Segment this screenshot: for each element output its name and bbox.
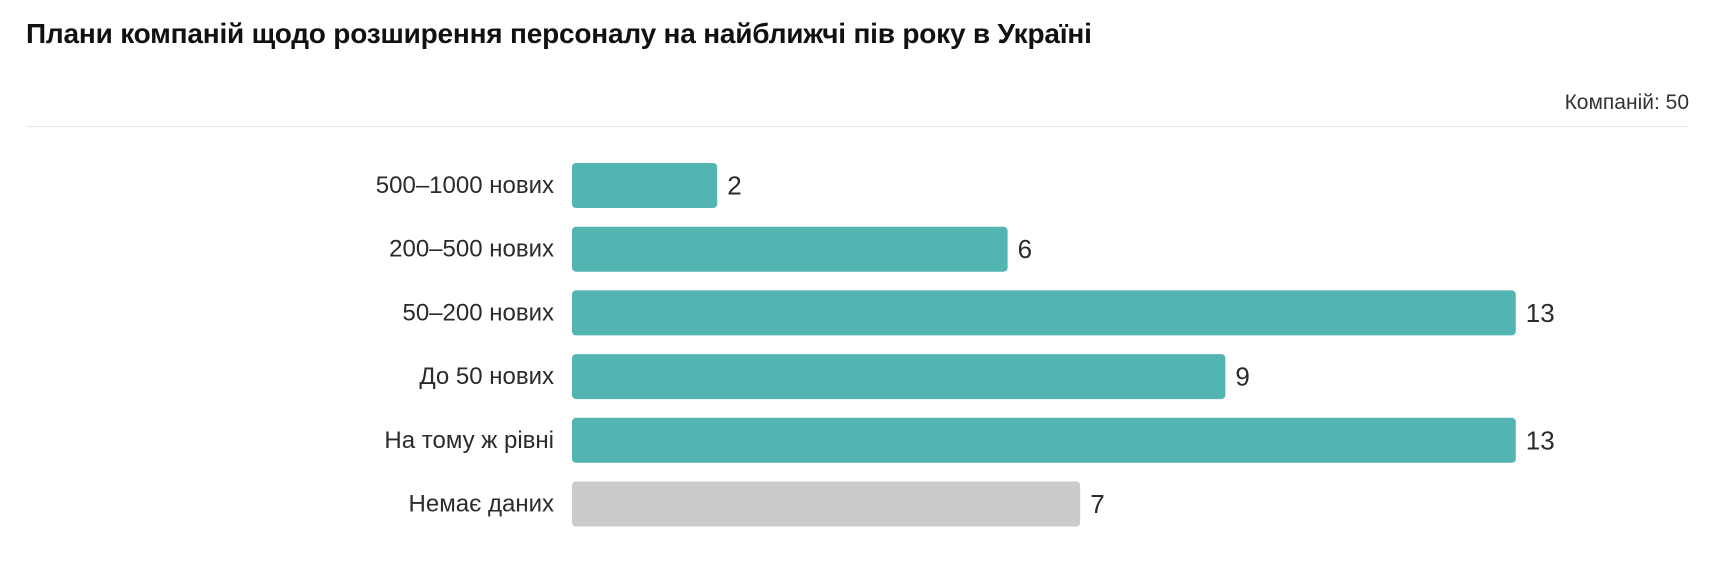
- bar[interactable]: [572, 163, 718, 208]
- category-label: Немає даних: [409, 491, 554, 518]
- bar[interactable]: [572, 354, 1226, 400]
- bar[interactable]: [572, 481, 1081, 527]
- category-label: 500–1000 нових: [376, 172, 554, 199]
- company-count-label: Компаній: 50: [1564, 91, 1689, 114]
- category-label: 50–200 нових: [402, 299, 554, 326]
- value-label: 2: [727, 171, 741, 201]
- bar[interactable]: [572, 226, 1008, 272]
- bar[interactable]: [572, 290, 1516, 336]
- category-label: На тому ж рівні: [384, 427, 554, 454]
- bar-chart: 500–1000 нових 2 200–500 нових 6 50–200 нови…: [376, 163, 1555, 527]
- value-label: 6: [1018, 234, 1032, 264]
- bar[interactable]: [572, 417, 1516, 463]
- value-label: 9: [1235, 362, 1249, 392]
- value-label: 7: [1090, 489, 1104, 519]
- value-label: 13: [1526, 425, 1555, 455]
- chart-title: Плани компаній щодо розширення персоналу…: [26, 18, 1092, 49]
- category-label: До 50 нових: [419, 363, 554, 390]
- value-label: 13: [1526, 298, 1555, 328]
- header-divider: [26, 126, 1689, 127]
- category-label: 200–500 нових: [389, 236, 554, 263]
